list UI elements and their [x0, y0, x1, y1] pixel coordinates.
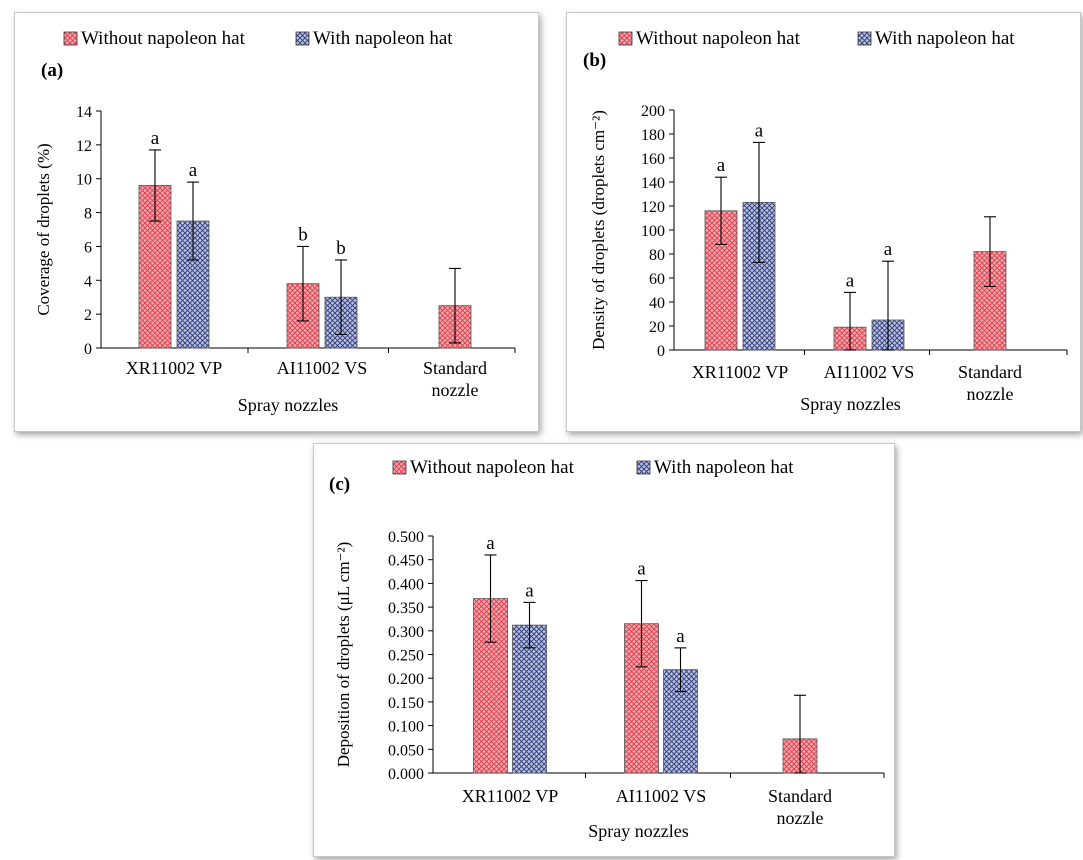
chart-svg: Without napoleon hat With napoleon hat (b)… — [583, 28, 1068, 414]
y-tick-label: 0 — [657, 343, 665, 360]
significance-letter: a — [884, 239, 893, 260]
x-tick-label: nozzle — [967, 384, 1014, 404]
x-tick-label: nozzle — [777, 808, 824, 828]
significance-letter: a — [755, 120, 764, 141]
x-axis-title: Spray nozzles — [238, 395, 338, 415]
significance-letter: a — [525, 580, 534, 601]
y-tick-label: 12 — [76, 138, 92, 155]
significance-letter: a — [637, 559, 646, 580]
y-tick-label: 40 — [649, 295, 665, 312]
significance-letter: b — [298, 224, 308, 245]
x-tick-label: AI11002 VS — [277, 358, 368, 378]
x-tick-label: AI11002 VS — [824, 362, 915, 382]
y-tick-label: 0.400 — [388, 576, 424, 593]
significance-letter: a — [846, 270, 855, 291]
y-tick-label: 4 — [84, 273, 92, 290]
significance-letter: a — [486, 533, 495, 554]
legend-swatch-without — [618, 31, 633, 46]
x-tick-label: nozzle — [432, 380, 479, 400]
y-tick-label: 14 — [76, 104, 92, 121]
x-tick-label: XR11002 VP — [126, 358, 223, 378]
panel-b: Without napoleon hat With napoleon hat (b)… — [566, 12, 1081, 432]
significance-letter: a — [717, 155, 726, 176]
y-tick-label: 60 — [649, 271, 665, 288]
y-tick-label: 200 — [641, 103, 665, 120]
y-tick-label: 2 — [84, 307, 92, 324]
y-tick-label: 0.450 — [388, 553, 424, 570]
y-tick-label: 10 — [76, 172, 92, 189]
significance-letter: a — [189, 160, 198, 181]
panel-label: (b) — [583, 50, 606, 71]
y-tick-label: 20 — [649, 319, 665, 336]
y-tick-label: 0.200 — [388, 671, 424, 688]
y-tick-label: 0.300 — [388, 624, 424, 641]
x-tick-label: Standard — [768, 786, 832, 806]
y-tick-label: 80 — [649, 247, 665, 264]
legend-label-without: Without napoleon hat — [636, 28, 801, 49]
y-tick-label: 120 — [641, 199, 665, 216]
y-tick-label: 0.250 — [388, 648, 424, 665]
x-tick-label: AI11002 VS — [616, 786, 707, 806]
y-axis-title: Deposition of droplets (μL cm⁻²) — [334, 542, 353, 768]
y-tick-label: 0.100 — [388, 719, 424, 736]
legend-swatch-without — [63, 31, 78, 46]
panel-a: Without napoleon hat With napoleon hat (a)… — [14, 12, 539, 432]
legend: Without napoleon hat With napoleon hat — [63, 28, 453, 49]
legend-swatch-with — [636, 460, 651, 475]
legend-label-with: With napoleon hat — [875, 28, 1015, 49]
x-tick-label: XR11002 VP — [692, 362, 789, 382]
panel-label: (c) — [329, 474, 350, 495]
y-tick-label: 160 — [641, 151, 665, 168]
legend-swatch-with — [857, 31, 872, 46]
y-tick-label: 0.150 — [388, 695, 424, 712]
y-tick-label: 8 — [84, 206, 92, 223]
y-axis-title: Density of droplets (droplets cm⁻²) — [589, 110, 608, 350]
bar-with-napoleon-hat — [512, 624, 547, 774]
y-axis-title: Coverage of droplets (%) — [34, 143, 53, 315]
legend-label-with: With napoleon hat — [654, 457, 794, 478]
y-tick-label: 6 — [84, 239, 92, 256]
legend-swatch-without — [392, 460, 407, 475]
y-tick-label: 0.000 — [388, 766, 424, 783]
chart-svg: Without napoleon hat With napoleon hat (a)… — [34, 28, 516, 415]
y-tick-label: 100 — [641, 223, 665, 240]
y-tick-label: 140 — [641, 175, 665, 192]
x-tick-label: Standard — [423, 358, 487, 378]
legend-label-without: Without napoleon hat — [81, 28, 246, 49]
y-tick-label: 0.050 — [388, 742, 424, 759]
bar-with-napoleon-hat — [663, 669, 698, 774]
panel-label: (a) — [41, 60, 63, 81]
chart-svg: Without napoleon hat With napoleon hat (c)… — [329, 457, 885, 841]
legend-label-with: With napoleon hat — [313, 28, 453, 49]
legend: Without napoleon hat With napoleon hat — [392, 457, 794, 478]
significance-letter: a — [151, 128, 160, 149]
legend: Without napoleon hat With napoleon hat — [618, 28, 1015, 49]
y-tick-label: 0.500 — [388, 529, 424, 546]
y-tick-label: 0 — [84, 341, 92, 358]
x-axis-title: Spray nozzles — [588, 821, 688, 841]
legend-swatch-with — [295, 31, 310, 46]
x-axis-title: Spray nozzles — [800, 394, 900, 414]
significance-letter: a — [676, 626, 685, 647]
y-tick-label: 180 — [641, 127, 665, 144]
significance-letter: b — [336, 238, 346, 259]
panel-c: Without napoleon hat With napoleon hat (c)… — [313, 443, 895, 857]
y-tick-label: 0.350 — [388, 600, 424, 617]
x-tick-label: XR11002 VP — [462, 786, 559, 806]
legend-label-without: Without napoleon hat — [410, 457, 575, 478]
x-tick-label: Standard — [958, 362, 1022, 382]
